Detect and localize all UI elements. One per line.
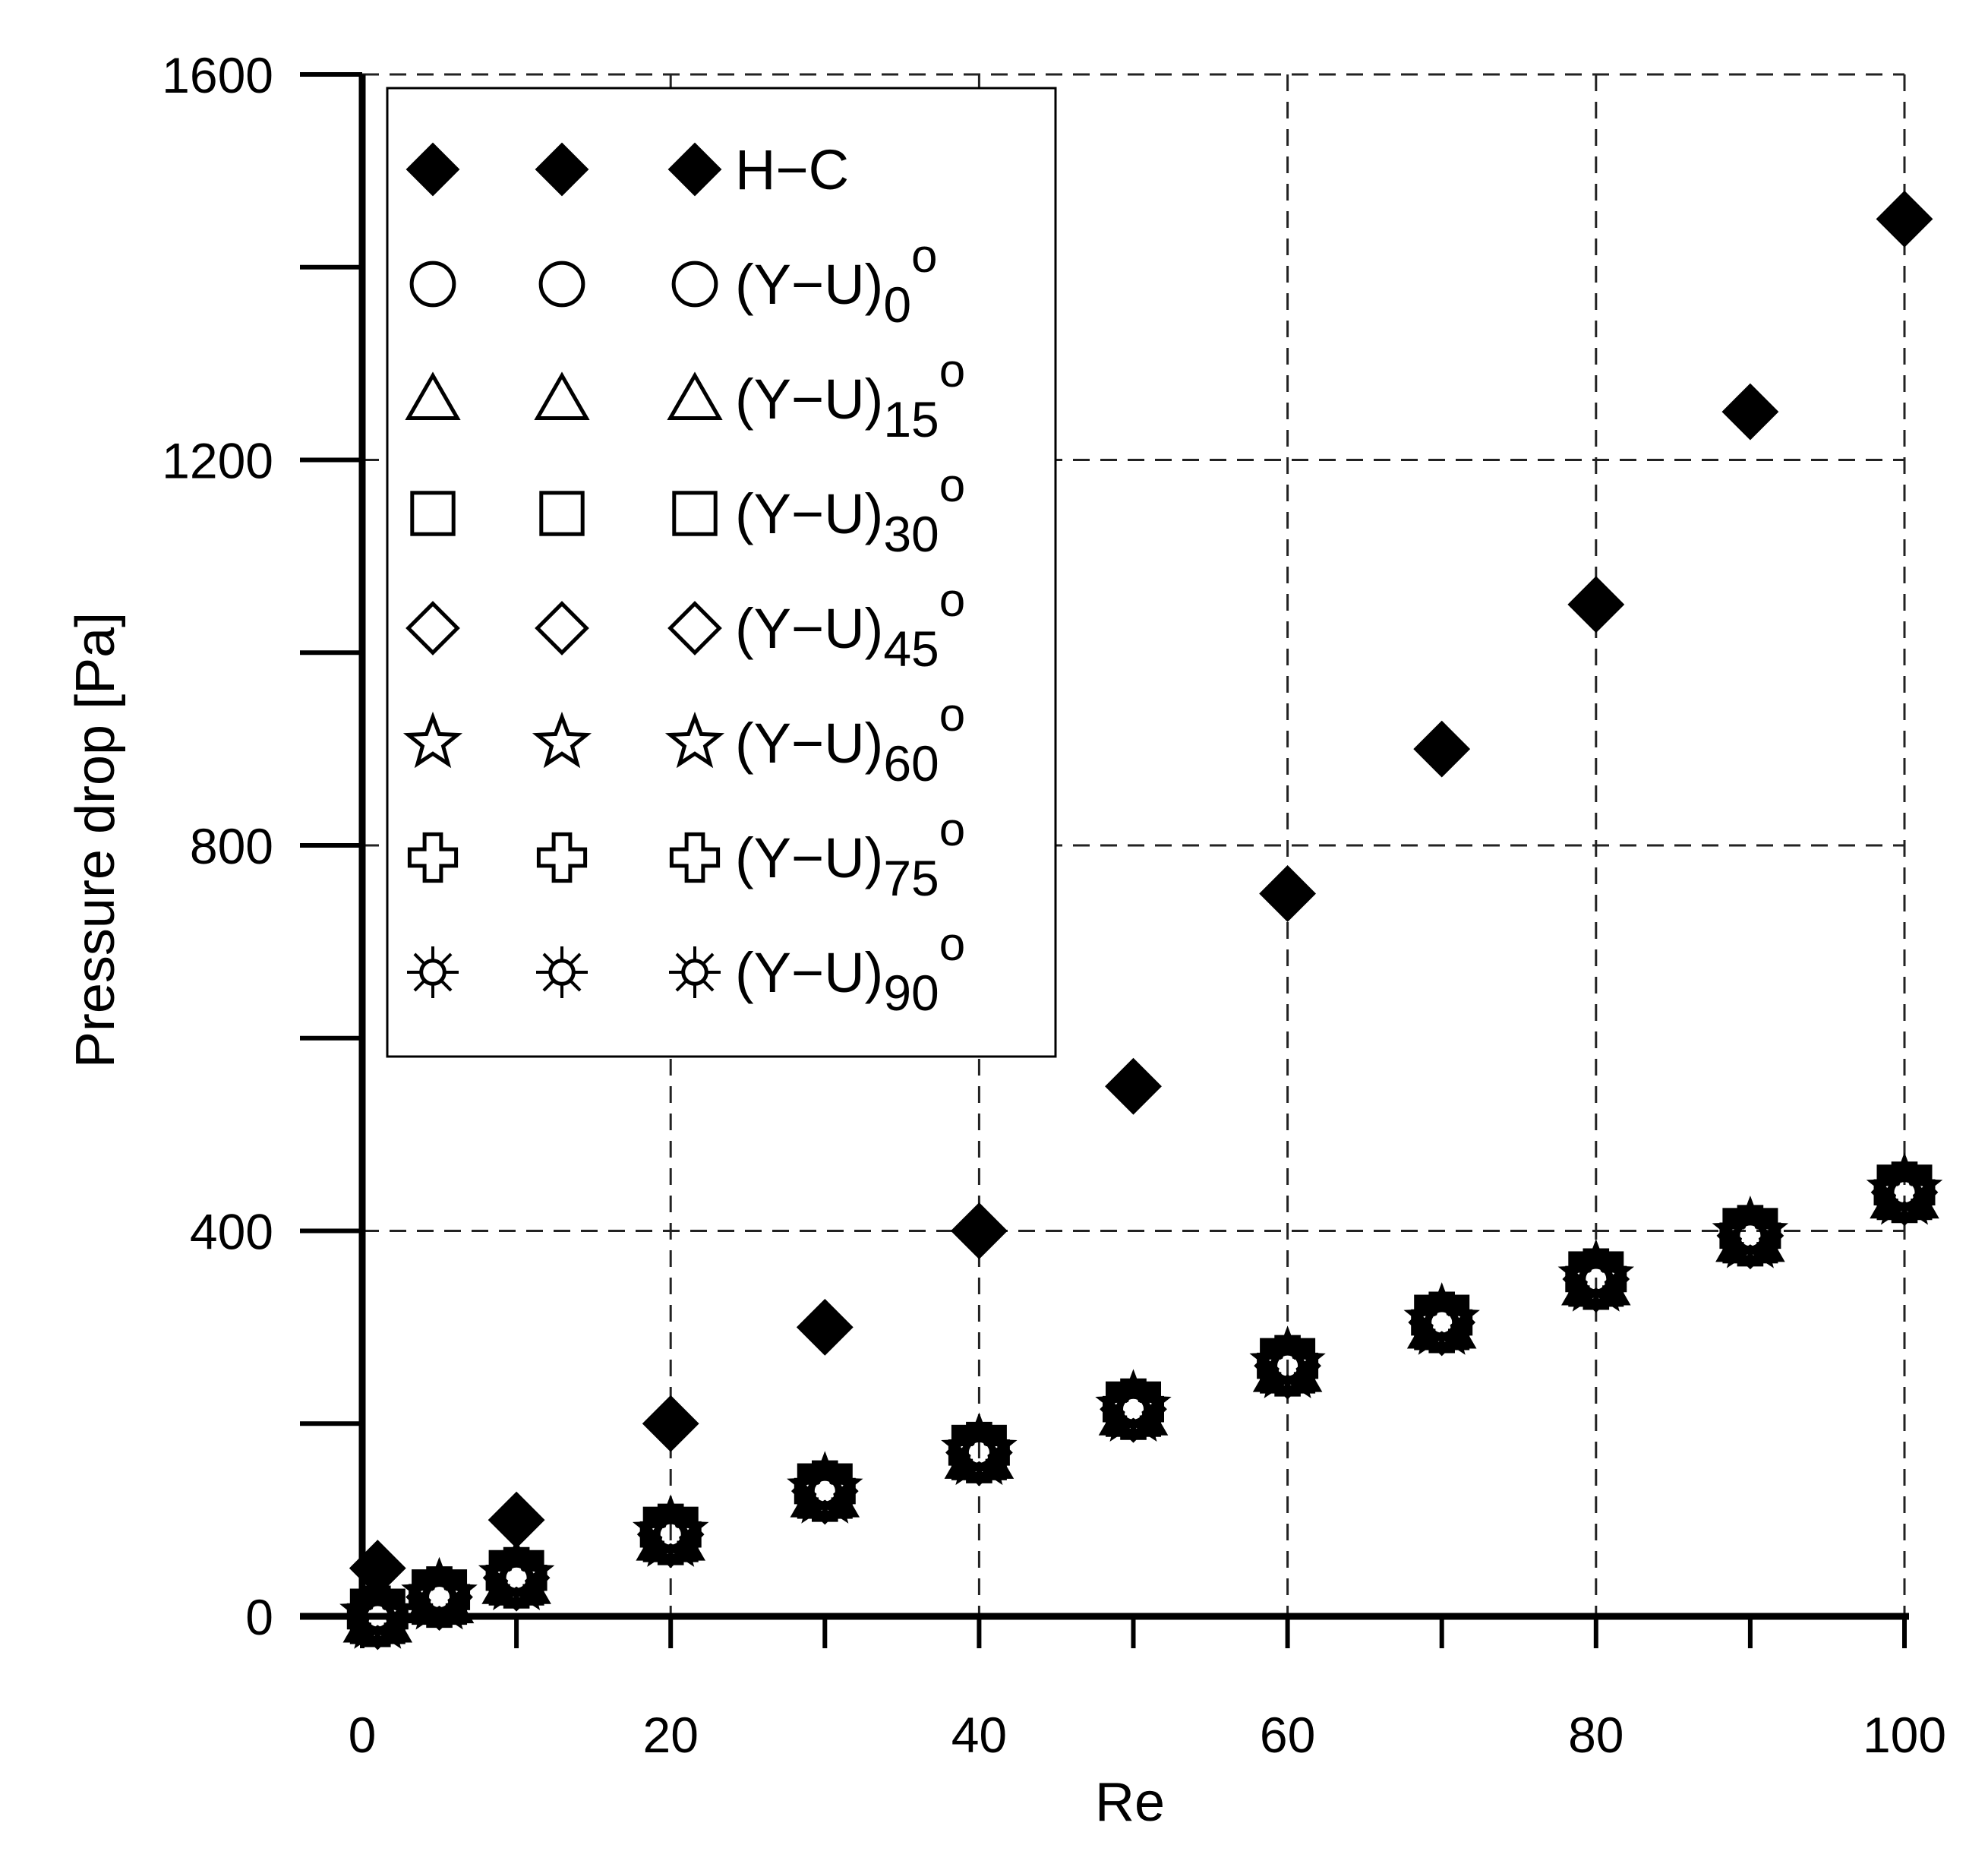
legend-marker-star [402,711,463,769]
data-point-filled-diamond [1876,190,1933,248]
data-point-filled-diamond [1259,865,1317,922]
legend-marker-circle [538,261,585,308]
legend-marker-cross [669,832,721,883]
data-point-sun [1565,1248,1627,1309]
legend-marker-filled-diamond [535,142,589,197]
y-tick-label: 800 [190,818,273,874]
data-point-sun [640,1504,702,1565]
axes-layer: 0 400 800 1200 1600 0 20 40 60 80 100 [162,47,1946,1763]
legend-marker-diamond [405,601,460,656]
legend-marker-filled-diamond [405,142,460,197]
data-point-filled-diamond [1105,1057,1162,1115]
data-points-layer [339,190,1943,1651]
legend-marker-triangle [534,371,590,420]
legend-marker-square [672,491,718,536]
legend-marker-star [532,711,592,769]
x-tick-label: 60 [1260,1707,1315,1763]
legend-label: (Y−U)45o [735,574,965,677]
legend-marker-square [410,491,456,536]
data-point-sun [409,1566,470,1628]
legend-marker-cross [536,832,588,883]
x-axis-label: Re [1095,1772,1165,1833]
data-point-sun [1719,1205,1781,1266]
data-point-filled-diamond [796,1298,854,1356]
data-point-filled-diamond [1567,576,1625,633]
data-point-filled-diamond [1413,720,1471,778]
legend-marker-circle [409,261,456,308]
legend: H−C (Y−U)0o (Y−U)15o (Y−U)30o (Y−U)45o (Y−U)6… [386,87,1057,1058]
legend-marker-diamond [535,601,589,656]
y-tick-label: 400 [190,1204,273,1260]
x-tick-label: 20 [642,1707,698,1763]
data-point-filled-diamond [1721,383,1779,441]
legend-label: (Y−U)15o [735,345,965,447]
legend-marker-filled-diamond [667,142,722,197]
legend-label: (Y−U)90o [735,918,965,1021]
y-tick-label: 1200 [162,433,273,489]
legend-label: (Y−U)60o [735,689,965,791]
legend-label: (Y−U)0o [735,230,938,333]
data-point-sun [1411,1292,1472,1354]
x-tick-label: 80 [1568,1707,1624,1763]
data-point-sun [1103,1379,1164,1440]
x-tick-label: 0 [349,1707,377,1763]
legend-label: H−C [735,138,849,201]
legend-marker-square [539,491,585,536]
y-tick-label: 0 [245,1589,273,1645]
data-point-filled-diamond [950,1202,1008,1259]
data-point-sun [486,1547,547,1609]
legend-box [386,87,1057,1058]
legend-marker-sun [407,946,459,998]
legend-marker-triangle [667,371,723,420]
data-point-sun [347,1586,409,1647]
data-point-filled-diamond [642,1395,699,1452]
legend-marker-diamond [667,601,722,656]
data-point-sun [794,1461,856,1522]
y-axis-label: Pressure drop [Pa] [65,612,126,1068]
legend-marker-star [664,711,725,769]
legend-marker-circle [671,261,718,308]
data-point-sun [948,1422,1010,1483]
legend-marker-sun [669,946,721,998]
x-tick-label: 40 [951,1707,1007,1763]
legend-label: (Y−U)30o [735,460,965,562]
legend-marker-cross [407,832,459,883]
legend-marker-sun [536,946,588,998]
y-tick-label: 1600 [162,47,273,103]
data-point-sun [1257,1335,1318,1397]
legend-marker-triangle [405,371,461,420]
data-point-sun [1874,1161,1935,1223]
legend-label: (Y−U)75o [735,804,965,906]
x-tick-label: 100 [1863,1707,1946,1763]
